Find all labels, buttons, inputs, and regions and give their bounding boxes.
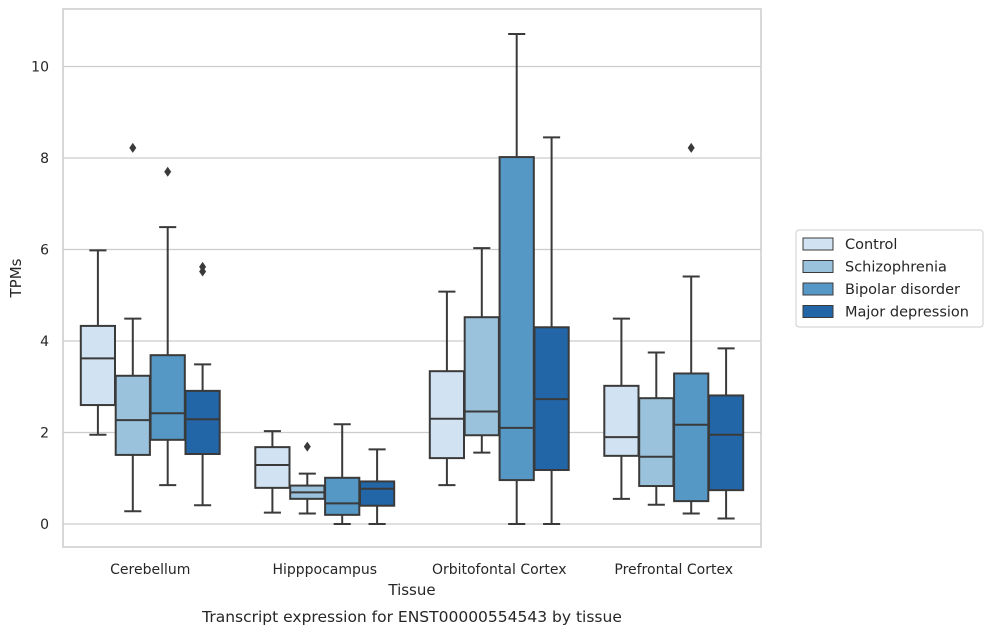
- x-tick-label: Hipppocampus: [272, 562, 377, 578]
- legend-label: Control: [845, 237, 897, 253]
- box-group: [603, 317, 640, 500]
- box-iqr: [673, 372, 710, 503]
- tick-layer: 0 2 4 6 8 10 Cerebellum Hipppocampus Orbitofonta…: [31, 60, 733, 579]
- box-iqr: [498, 156, 535, 482]
- outlier-point: [199, 261, 207, 272]
- box-iqr: [184, 389, 221, 456]
- box-iqr: [603, 384, 640, 457]
- box-iqr: [114, 374, 151, 456]
- box-group: [79, 249, 117, 436]
- box-group: [673, 142, 710, 515]
- y-tick-label: 4: [40, 334, 49, 350]
- box-group: [707, 347, 745, 520]
- legend-item: Control: [802, 237, 897, 253]
- box-iqr: [638, 397, 675, 488]
- box-iqr: [707, 394, 745, 492]
- box-group: [638, 351, 675, 506]
- legend-swatch: [802, 282, 834, 296]
- box-iqr: [324, 476, 361, 516]
- outlier-point: [129, 142, 137, 153]
- legend-swatch: [802, 305, 834, 318]
- box-group: [254, 430, 291, 514]
- box-group: [498, 33, 535, 525]
- box-group: [289, 441, 326, 515]
- y-tick-label: 6: [40, 243, 49, 259]
- outlier-point: [164, 166, 172, 177]
- box-group: [533, 136, 570, 525]
- legend-label: Schizophrenia: [845, 260, 947, 276]
- box-group: [114, 142, 151, 513]
- box-group: [463, 247, 500, 454]
- box-group: [184, 261, 221, 507]
- outlier-point: [303, 441, 311, 452]
- box-group: [149, 166, 186, 487]
- legend-frame: [795, 229, 984, 328]
- outlier-point: [687, 142, 695, 153]
- plot-frame: [62, 8, 762, 548]
- legend: Control Schizophrenia Bipolar disorder Majo…: [795, 229, 984, 328]
- chart-caption: Transcript expression for ENST0000055454…: [201, 608, 622, 626]
- box-group: [428, 290, 466, 487]
- legend-item: Schizophrenia: [802, 260, 947, 276]
- box-group: [324, 423, 361, 525]
- y-axis-label: TPMs: [7, 258, 25, 298]
- legend-swatch: [802, 260, 834, 273]
- box-layer: [79, 33, 745, 525]
- x-axis-label: Tissue: [387, 581, 435, 599]
- legend-item: Bipolar disorder: [802, 282, 960, 298]
- box-iqr: [254, 446, 291, 489]
- legend-label: Major depression: [845, 305, 969, 321]
- box-iqr: [428, 370, 466, 460]
- legend-item: Major depression: [802, 305, 969, 321]
- x-tick-label: Orbitofontal Cortex: [432, 562, 567, 578]
- box-group: [358, 448, 396, 525]
- legend-items: Control Schizophrenia Bipolar disorder Majo…: [802, 237, 969, 321]
- box-iqr: [358, 480, 396, 507]
- x-tick-label: Prefrontal Cortex: [614, 562, 733, 578]
- y-tick-label: 2: [40, 426, 49, 442]
- x-tick-label: Cerebellum: [110, 562, 190, 578]
- legend-label: Bipolar disorder: [845, 282, 960, 298]
- legend-swatch: [802, 237, 834, 251]
- y-tick-label: 8: [40, 151, 49, 167]
- box-iqr: [149, 354, 186, 441]
- box-iqr: [463, 316, 500, 437]
- y-tick-label: 0: [40, 517, 49, 533]
- box-iqr: [79, 324, 117, 407]
- y-tick-label: 10: [31, 60, 49, 76]
